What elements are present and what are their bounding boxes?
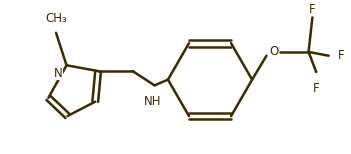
Text: N: N xyxy=(54,67,63,80)
Text: F: F xyxy=(309,3,316,16)
Text: CH₃: CH₃ xyxy=(45,12,67,25)
Text: F: F xyxy=(313,82,319,95)
Text: NH: NH xyxy=(144,95,161,108)
Text: O: O xyxy=(270,45,279,58)
Text: F: F xyxy=(338,49,345,62)
